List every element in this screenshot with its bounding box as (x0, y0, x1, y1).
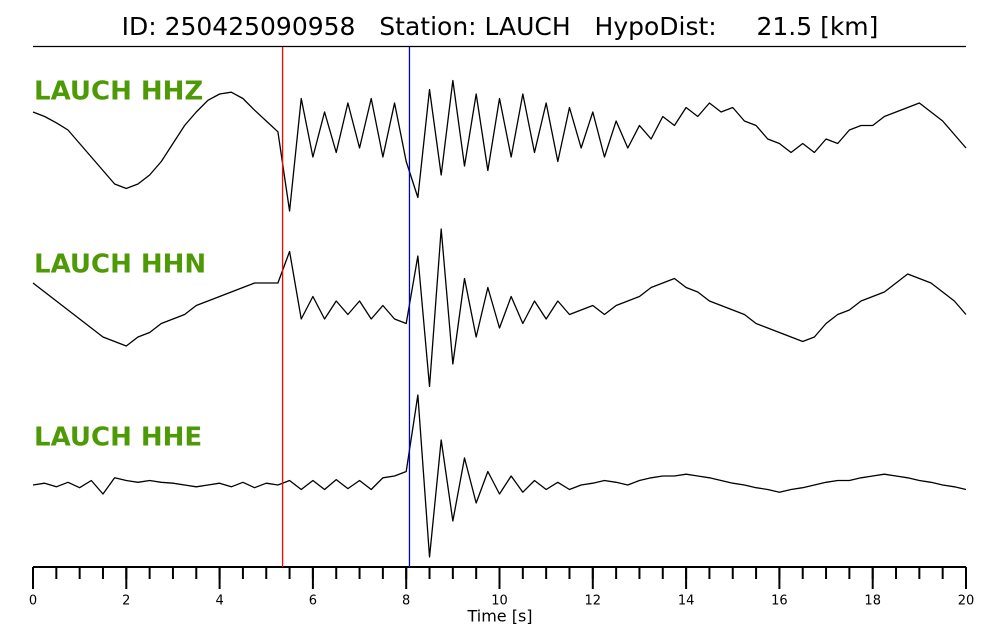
waveform (32, 228, 967, 388)
x-tick-label: 14 (678, 594, 695, 609)
x-axis-label: Time [s] (466, 607, 532, 626)
x-tick-label: 0 (29, 594, 37, 609)
x-tick-label: 16 (771, 594, 788, 609)
waveform (32, 394, 967, 558)
x-tick-label: 4 (215, 594, 223, 609)
x-tick-label: 2 (122, 594, 130, 609)
trace-label: LAUCH HHE (34, 423, 202, 453)
x-tick-label: 6 (309, 594, 317, 609)
trace-label: LAUCH HHN (34, 250, 206, 280)
waveform (32, 79, 967, 212)
x-tick-label: 10 (491, 594, 508, 609)
x-tick-label: 18 (864, 594, 881, 609)
trace-label: LAUCH HHZ (34, 77, 203, 107)
x-tick-label: 20 (958, 594, 975, 609)
x-tick-label: 12 (585, 594, 602, 609)
chart-title: ID: 250425090958 Station: LAUCH HypoDist… (122, 12, 879, 41)
x-tick-label: 8 (402, 594, 410, 609)
